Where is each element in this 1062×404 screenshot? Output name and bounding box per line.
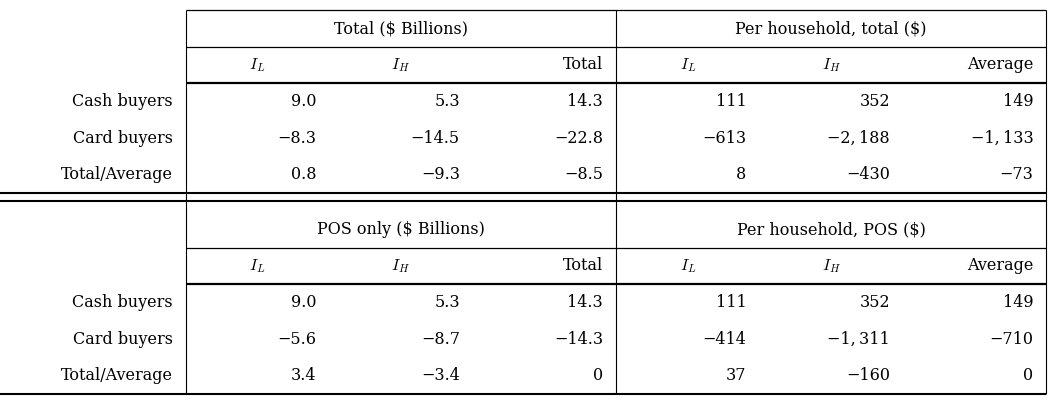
Text: −5.6: −5.6 — [277, 330, 316, 347]
Text: Total/Average: Total/Average — [62, 166, 173, 183]
Text: 5.3: 5.3 — [434, 294, 460, 311]
Text: 352: 352 — [859, 93, 890, 110]
Text: Average: Average — [966, 57, 1033, 74]
Text: Cash buyers: Cash buyers — [72, 294, 173, 311]
Text: 14.3: 14.3 — [567, 294, 603, 311]
Text: −1, 311: −1, 311 — [827, 330, 890, 347]
Text: Total: Total — [563, 257, 603, 274]
Text: 111: 111 — [716, 294, 747, 311]
Text: −430: −430 — [846, 166, 890, 183]
Text: $I_H$: $I_H$ — [392, 257, 410, 275]
Text: −710: −710 — [990, 330, 1033, 347]
Text: −8.7: −8.7 — [421, 330, 460, 347]
Text: 352: 352 — [859, 294, 890, 311]
Text: $I_L$: $I_L$ — [250, 56, 266, 74]
Text: Card buyers: Card buyers — [73, 330, 173, 347]
Text: 0.8: 0.8 — [291, 166, 316, 183]
Text: −73: −73 — [999, 166, 1033, 183]
Text: 149: 149 — [1003, 294, 1033, 311]
Text: 111: 111 — [716, 93, 747, 110]
Text: 9.0: 9.0 — [291, 294, 316, 311]
Text: 37: 37 — [726, 367, 747, 384]
Text: −8.3: −8.3 — [277, 130, 316, 147]
Text: $I_L$: $I_L$ — [680, 257, 696, 275]
Text: POS only ($ Billions): POS only ($ Billions) — [316, 221, 485, 238]
Text: 14.3: 14.3 — [567, 93, 603, 110]
Text: 9.0: 9.0 — [291, 93, 316, 110]
Text: 3.4: 3.4 — [291, 367, 316, 384]
Text: −2, 188: −2, 188 — [827, 130, 890, 147]
Text: Card buyers: Card buyers — [73, 130, 173, 147]
Text: −14.5: −14.5 — [411, 130, 460, 147]
Text: Total/Average: Total/Average — [62, 367, 173, 384]
Text: Average: Average — [966, 257, 1033, 274]
Text: $I_H$: $I_H$ — [392, 56, 410, 74]
Text: Cash buyers: Cash buyers — [72, 93, 173, 110]
Text: −9.3: −9.3 — [421, 166, 460, 183]
Text: −3.4: −3.4 — [421, 367, 460, 384]
Text: $I_H$: $I_H$ — [822, 56, 840, 74]
Text: 0: 0 — [593, 367, 603, 384]
Text: 0: 0 — [1023, 367, 1033, 384]
Text: 149: 149 — [1003, 93, 1033, 110]
Text: 8: 8 — [736, 166, 747, 183]
Text: −613: −613 — [702, 130, 747, 147]
Text: −8.5: −8.5 — [564, 166, 603, 183]
Text: Total: Total — [563, 57, 603, 74]
Text: 5.3: 5.3 — [434, 93, 460, 110]
Text: Total ($ Billions): Total ($ Billions) — [333, 20, 468, 37]
Text: $I_H$: $I_H$ — [822, 257, 840, 275]
Text: −414: −414 — [703, 330, 747, 347]
Text: $I_L$: $I_L$ — [250, 257, 266, 275]
Text: −22.8: −22.8 — [554, 130, 603, 147]
Text: −1, 133: −1, 133 — [971, 130, 1033, 147]
Text: Per household, POS ($): Per household, POS ($) — [737, 221, 925, 238]
Text: −160: −160 — [846, 367, 890, 384]
Text: $I_L$: $I_L$ — [680, 56, 696, 74]
Text: Per household, total ($): Per household, total ($) — [735, 20, 927, 37]
Text: −14.3: −14.3 — [554, 330, 603, 347]
